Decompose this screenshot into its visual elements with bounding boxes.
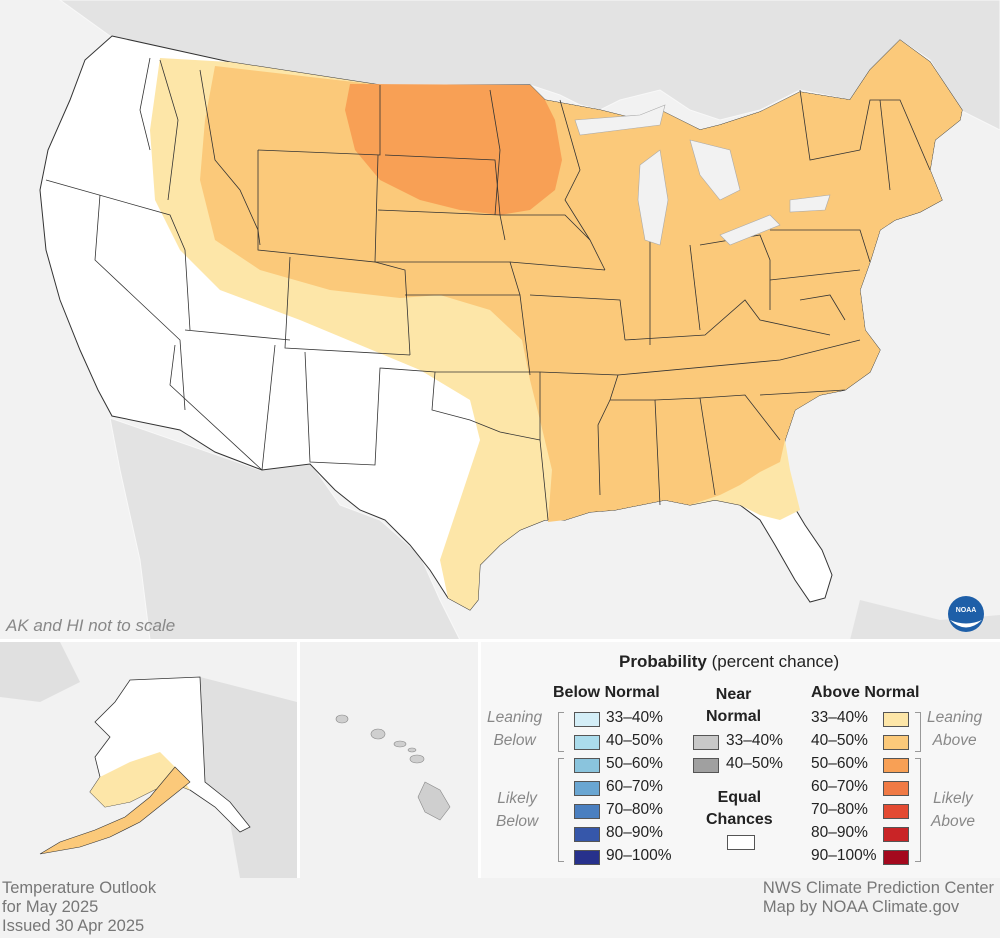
- leaning-above-bracket: [915, 712, 921, 752]
- credits: NWS Climate Prediction Center Map by NOA…: [763, 879, 994, 917]
- equal-chances-label: Equal Chances: [706, 789, 773, 828]
- divider-hi-legend: [478, 642, 481, 878]
- caption-line-3: Issued 30 Apr 2025: [2, 917, 145, 935]
- above-label-6: 90–100%: [811, 847, 877, 864]
- alaska-above-33-40: [90, 752, 190, 807]
- probability-legend: Probability (percent chance) Below Norma…: [481, 642, 1000, 878]
- above-label-4: 70–80%: [811, 801, 868, 818]
- above-swatch-4: [883, 804, 909, 819]
- credit-line-2: Map by NOAA Climate.gov: [762, 898, 960, 916]
- great-lakes: [574, 104, 831, 246]
- caption-line-1: Temperature Outlook: [2, 879, 157, 897]
- alaska-above-40-50: [39, 766, 191, 855]
- canada-yukon-land: [200, 677, 297, 878]
- above-swatch-1: [883, 735, 909, 750]
- below-swatch-0: [574, 712, 600, 727]
- likely-above-bracket: [915, 758, 921, 862]
- above-swatch-6: [883, 850, 909, 865]
- hawaii-islands: [335, 714, 451, 821]
- outlook-caption: Temperature Outlook for May 2025 Issued …: [2, 879, 156, 936]
- divider-ak-hi: [297, 642, 300, 878]
- above-label-1: 40–50%: [811, 732, 868, 749]
- svg-text:NOAA: NOAA: [956, 607, 977, 614]
- leaning-below-bracket: [558, 712, 564, 752]
- above-label-3: 60–70%: [811, 778, 868, 795]
- near-swatch-0: [693, 735, 719, 750]
- below-swatch-1: [574, 735, 600, 750]
- divider-horizontal: [0, 639, 1000, 642]
- above-50-60-region: [345, 84, 562, 215]
- legend-title-bold: Probability: [619, 652, 707, 671]
- near-label-0: 33–40%: [726, 732, 783, 749]
- above-label-5: 80–90%: [811, 824, 868, 841]
- above-normal-header: Above Normal: [811, 684, 920, 701]
- above-swatch-5: [883, 827, 909, 842]
- above-swatch-0: [883, 712, 909, 727]
- likely-below-bracket: [558, 758, 564, 862]
- russia-land: [0, 642, 80, 702]
- below-swatch-5: [574, 827, 600, 842]
- near-swatch-1: [693, 758, 719, 773]
- above-swatch-3: [883, 781, 909, 796]
- below-label-6: 90–100%: [606, 847, 672, 864]
- below-swatch-4: [574, 804, 600, 819]
- above-label-0: 33–40%: [811, 709, 868, 726]
- credit-line-1: NWS Climate Prediction Center: [762, 879, 994, 897]
- caption-line-2: for May 2025: [2, 898, 99, 916]
- likely-above-label: Likely Above: [931, 790, 975, 830]
- near-label-1: 40–50%: [726, 755, 783, 772]
- equal-chances-swatch: [727, 835, 755, 850]
- below-label-2: 50–60%: [606, 755, 663, 772]
- leaning-above-label: Leaning Above: [927, 709, 983, 749]
- above-swatch-2: [883, 758, 909, 773]
- state-boundaries: [45, 57, 931, 521]
- legend-title-rest: (percent chance): [706, 652, 840, 671]
- hawaii-inset: [300, 642, 478, 878]
- below-label-5: 80–90%: [606, 824, 663, 841]
- below-label-1: 40–50%: [606, 732, 663, 749]
- noaa-logo: NOAA: [948, 596, 984, 632]
- likely-below-label: Likely Below: [496, 790, 539, 830]
- below-swatch-6: [574, 850, 600, 865]
- scale-note: AK and HI not to scale: [6, 616, 176, 635]
- leaning-below-label: Leaning Below: [487, 709, 543, 749]
- below-label-3: 60–70%: [606, 778, 663, 795]
- legend-title: Probability (percent chance): [619, 652, 839, 672]
- below-normal-header: Below Normal: [553, 684, 660, 701]
- conus-map: NOAA: [39, 0, 1000, 640]
- near-normal-header: Near Normal: [706, 686, 762, 725]
- below-label-0: 33–40%: [606, 709, 663, 726]
- below-label-4: 70–80%: [606, 801, 663, 818]
- alaska-inset: [0, 642, 297, 878]
- above-label-2: 50–60%: [811, 755, 868, 772]
- below-swatch-2: [574, 758, 600, 773]
- below-swatch-3: [574, 781, 600, 796]
